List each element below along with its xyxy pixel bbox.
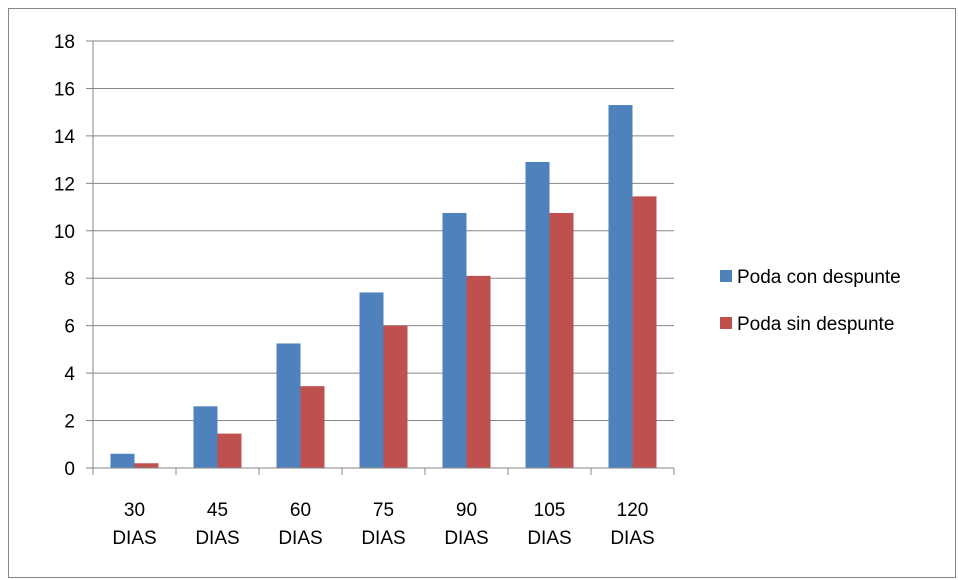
- x-tick-label: DIAS: [278, 528, 322, 549]
- bar: [549, 212, 574, 468]
- x-tick-label: DIAS: [195, 528, 239, 549]
- x-tick-label: DIAS: [610, 528, 654, 549]
- legend: Poda con despunte Poda sin despunte: [720, 267, 901, 335]
- x-tick-label: 45: [207, 500, 228, 521]
- bar: [193, 406, 218, 468]
- bar: [276, 343, 301, 468]
- bar: [466, 275, 491, 468]
- x-tick-label: 90: [456, 500, 477, 521]
- x-tick-label: 105: [534, 500, 566, 521]
- bar: [359, 292, 384, 468]
- y-tick-label: 16: [54, 79, 75, 100]
- x-tick-label: DIAS: [112, 528, 156, 549]
- axes: [86, 40, 675, 475]
- bar: [217, 433, 242, 468]
- legend-swatch: [720, 317, 732, 329]
- x-tick-labels: 30 DIAS 45 DIAS 60 DIAS 75 DIAS 90 DIAS 105 DIAS 120…: [112, 500, 654, 549]
- y-tick-label: 2: [64, 412, 75, 433]
- y-tick-label: 4: [64, 364, 75, 385]
- legend-label: Poda con despunte: [737, 267, 901, 288]
- y-tick-label: 10: [54, 222, 75, 243]
- y-tick-label: 6: [64, 317, 75, 338]
- bar: [442, 212, 467, 468]
- y-tick-labels: 0 2 4 6 8 10 12 14 16 18: [54, 32, 76, 480]
- x-tick-label: DIAS: [444, 528, 488, 549]
- y-tick-label: 14: [54, 127, 76, 148]
- legend-swatch: [720, 270, 732, 282]
- gridlines: [93, 40, 674, 422]
- bar: [300, 386, 325, 468]
- bars: [110, 105, 657, 469]
- bar: [383, 325, 408, 468]
- x-tick-label: 30: [124, 500, 145, 521]
- bar: [134, 463, 159, 468]
- x-tick-label: 120: [617, 500, 649, 521]
- x-tick-label: DIAS: [361, 528, 405, 549]
- y-tick-label: 0: [64, 459, 75, 480]
- y-tick-label: 18: [54, 32, 75, 53]
- bar: [110, 453, 135, 468]
- bar: [632, 196, 657, 468]
- bar: [525, 161, 550, 468]
- x-tick-label: 75: [373, 500, 394, 521]
- legend-label: Poda sin despunte: [737, 314, 894, 335]
- bar: [608, 105, 633, 469]
- x-tick-label: 60: [290, 500, 311, 521]
- x-tick-label: DIAS: [527, 528, 571, 549]
- y-tick-label: 8: [64, 269, 75, 290]
- y-tick-label: 12: [54, 174, 75, 195]
